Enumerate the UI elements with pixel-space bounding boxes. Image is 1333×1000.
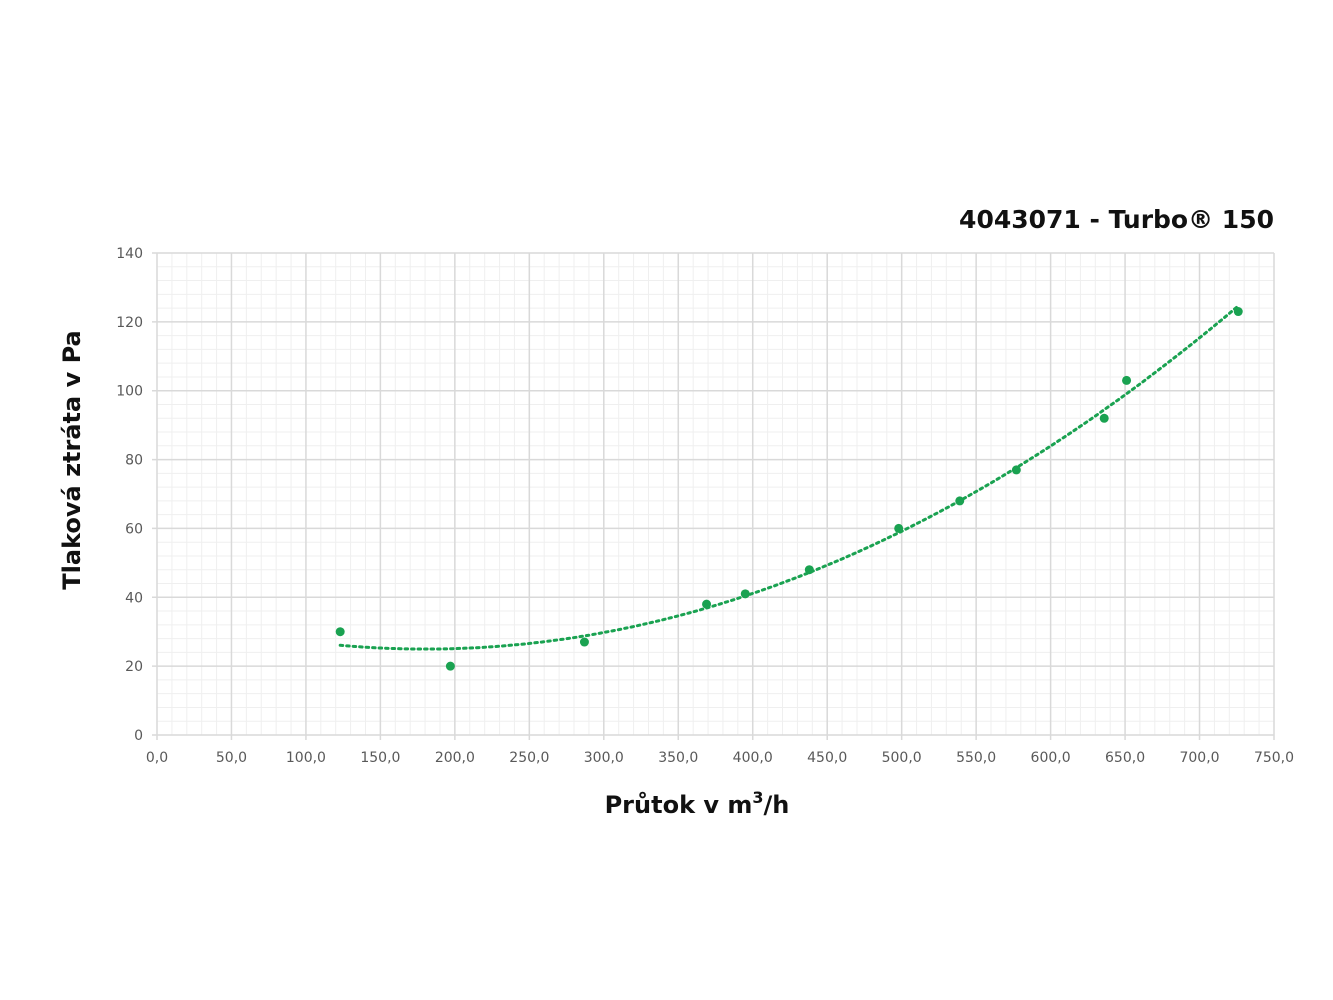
data-point [1099,413,1109,423]
data-point [702,599,712,609]
chart-title: 4043071 - Turbo® 150 [959,205,1274,234]
x-tick-label: 50,0 [216,750,247,766]
y-tick-label: 20 [125,659,143,675]
data-point [445,661,455,671]
x-tick-label: 550,0 [956,750,996,766]
data-point [335,627,345,637]
x-tick-label: 650,0 [1105,750,1145,766]
data-points [335,307,1243,671]
x-axis-label-main: Průtok v m [605,791,753,819]
y-tick-label: 140 [116,246,143,262]
x-tick-label: 450,0 [807,750,847,766]
x-tick-label: 400,0 [733,750,773,766]
x-axis-label-sup: 3 [752,788,763,807]
x-tick-label: 0,0 [146,750,168,766]
x-axis-label-tail: /h [764,791,790,819]
grid [152,252,1275,740]
y-tick-label: 60 [125,521,143,537]
x-axis-label: Průtok v m3/h [605,788,790,819]
x-tick-label: 750,0 [1254,750,1294,766]
y-tick-label: 40 [125,590,143,606]
trendline [338,304,1240,651]
data-point [955,496,965,506]
data-point [1122,375,1132,385]
y-axis-label: Tlaková ztráta v Pa [58,330,86,589]
y-tick-label: 0 [134,728,143,744]
x-tick-label: 300,0 [584,750,624,766]
x-tick-label: 600,0 [1031,750,1071,766]
x-tick-label: 150,0 [360,750,400,766]
y-tick-label: 100 [116,384,143,400]
data-point [1233,307,1243,317]
data-point [1011,465,1021,475]
x-tick-label: 500,0 [882,750,922,766]
x-tick-label: 200,0 [435,750,475,766]
x-tick-label: 250,0 [509,750,549,766]
x-tick-label: 350,0 [658,750,698,766]
data-point [740,589,750,599]
y-tick-label: 120 [116,315,143,331]
x-tick-label: 700,0 [1179,750,1219,766]
tick-labels: 0,0 50,0 100,0 150,0 200,0 250,0 300,0 350,0 400… [116,246,1294,766]
x-tick-label: 100,0 [286,750,326,766]
data-point [804,565,814,575]
data-point [579,637,589,647]
y-tick-label: 80 [125,453,143,469]
data-point [894,523,904,533]
